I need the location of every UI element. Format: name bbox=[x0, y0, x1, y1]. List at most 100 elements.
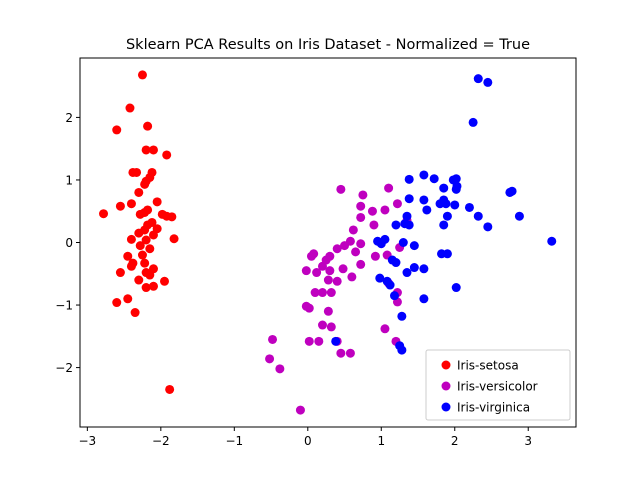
point-series-2-39 bbox=[391, 258, 401, 268]
ticks-layer: −3 −2 −1 0 1 2 3 −2 −1 0 1 2 bbox=[55, 111, 532, 448]
point-series-0-43 bbox=[145, 270, 155, 280]
point-series-0-15 bbox=[126, 199, 136, 209]
point-series-0-51 bbox=[165, 384, 175, 394]
point-series-1-13 bbox=[340, 241, 350, 251]
point-series-0-14 bbox=[152, 197, 162, 207]
point-series-2-45 bbox=[382, 276, 392, 286]
legend-label-versicolor: Iris-versicolor bbox=[457, 380, 538, 394]
point-series-0-5 bbox=[141, 145, 151, 155]
point-series-0-33 bbox=[135, 241, 145, 251]
point-series-2-10 bbox=[439, 183, 449, 193]
point-series-2-1 bbox=[483, 77, 493, 87]
y-tick-label-4: 2 bbox=[65, 111, 73, 125]
point-series-0-37 bbox=[140, 258, 150, 268]
point-series-0-31 bbox=[141, 235, 151, 245]
point-series-1-52 bbox=[275, 364, 285, 374]
point-series-0-4 bbox=[148, 145, 158, 155]
point-series-1-41 bbox=[326, 322, 336, 332]
point-series-2-48 bbox=[451, 283, 461, 293]
point-series-1-48 bbox=[336, 348, 346, 358]
point-series-2-34 bbox=[409, 241, 419, 251]
point-series-0-48 bbox=[112, 298, 122, 308]
legend: Iris-setosa Iris-versicolor Iris-virgini… bbox=[425, 349, 571, 421]
point-series-1-43 bbox=[314, 336, 324, 346]
point-series-2-40 bbox=[409, 263, 419, 273]
point-series-2-52 bbox=[397, 345, 407, 355]
point-series-2-0 bbox=[473, 74, 483, 84]
point-series-2-41 bbox=[402, 268, 412, 278]
point-series-1-5 bbox=[367, 206, 377, 216]
point-series-0-49 bbox=[123, 294, 133, 304]
point-series-0-1 bbox=[125, 103, 135, 113]
point-series-1-23 bbox=[356, 259, 366, 269]
point-series-2-2 bbox=[468, 117, 478, 127]
y-tick-label-0: −2 bbox=[55, 361, 73, 375]
point-series-0-28 bbox=[134, 228, 144, 238]
point-series-1-1 bbox=[384, 183, 394, 193]
point-series-2-3 bbox=[419, 170, 429, 180]
point-series-2-22 bbox=[442, 211, 452, 221]
point-series-0-6 bbox=[162, 150, 172, 160]
point-series-1-29 bbox=[347, 272, 357, 282]
point-series-0-46 bbox=[148, 281, 158, 291]
point-series-1-44 bbox=[304, 336, 314, 346]
point-series-1-30 bbox=[323, 275, 333, 285]
point-series-0-35 bbox=[137, 250, 147, 260]
point-series-2-14 bbox=[419, 195, 429, 205]
point-series-2-23 bbox=[473, 211, 483, 221]
point-series-2-50 bbox=[331, 336, 341, 346]
point-series-0-3 bbox=[143, 121, 153, 131]
point-series-2-43 bbox=[375, 273, 385, 283]
point-series-2-32 bbox=[376, 239, 386, 249]
x-tick-label-2: −1 bbox=[225, 434, 243, 448]
y-tick-label-2: 0 bbox=[65, 236, 73, 250]
point-series-0-12 bbox=[140, 179, 150, 189]
point-series-2-20 bbox=[422, 205, 432, 215]
y-tick-label-3: 1 bbox=[65, 173, 73, 187]
legend-label-virginica: Iris-virginica bbox=[457, 401, 530, 415]
point-series-0-30 bbox=[126, 234, 136, 244]
point-series-0-0 bbox=[137, 70, 147, 80]
point-series-1-27 bbox=[325, 266, 335, 276]
x-tick-label-5: 2 bbox=[451, 434, 459, 448]
points-layer bbox=[99, 70, 557, 415]
point-series-1-53 bbox=[295, 405, 305, 415]
x-tick-label-6: 3 bbox=[524, 434, 532, 448]
legend-marker-virginica bbox=[441, 402, 451, 412]
point-series-2-17 bbox=[435, 199, 445, 209]
point-series-2-27 bbox=[404, 220, 414, 230]
point-series-1-6 bbox=[380, 205, 390, 215]
point-series-0-47 bbox=[141, 283, 151, 293]
point-series-2-37 bbox=[442, 249, 452, 259]
point-series-2-35 bbox=[547, 236, 557, 246]
y-tick-label-1: −1 bbox=[55, 299, 73, 313]
point-series-1-25 bbox=[317, 261, 327, 271]
point-series-1-28 bbox=[312, 268, 322, 278]
point-series-1-45 bbox=[380, 324, 390, 334]
point-series-1-49 bbox=[345, 348, 355, 358]
point-series-2-29 bbox=[483, 222, 493, 232]
point-series-1-0 bbox=[336, 184, 346, 194]
point-series-1-4 bbox=[356, 201, 366, 211]
point-series-2-12 bbox=[505, 187, 515, 197]
x-tick-label-1: −2 bbox=[152, 434, 170, 448]
legend-marker-versicolor bbox=[441, 381, 451, 391]
x-tick-label-3: 0 bbox=[304, 434, 312, 448]
point-series-2-24 bbox=[514, 211, 524, 221]
point-series-2-21 bbox=[402, 211, 412, 221]
legend-box bbox=[425, 349, 571, 421]
point-series-1-3 bbox=[392, 199, 402, 209]
point-series-1-51 bbox=[265, 354, 275, 364]
point-series-2-33 bbox=[398, 238, 408, 247]
point-series-0-32 bbox=[169, 234, 179, 244]
point-series-1-35 bbox=[310, 288, 320, 298]
point-series-1-10 bbox=[348, 225, 358, 235]
point-series-1-17 bbox=[306, 251, 316, 261]
point-series-0-23 bbox=[99, 209, 109, 219]
point-series-0-34 bbox=[145, 244, 155, 254]
point-series-0-19 bbox=[135, 209, 145, 219]
point-series-2-26 bbox=[391, 220, 401, 230]
chart-title: Sklearn PCA Results on Iris Dataset - No… bbox=[126, 37, 530, 53]
point-series-0-13 bbox=[134, 187, 144, 197]
